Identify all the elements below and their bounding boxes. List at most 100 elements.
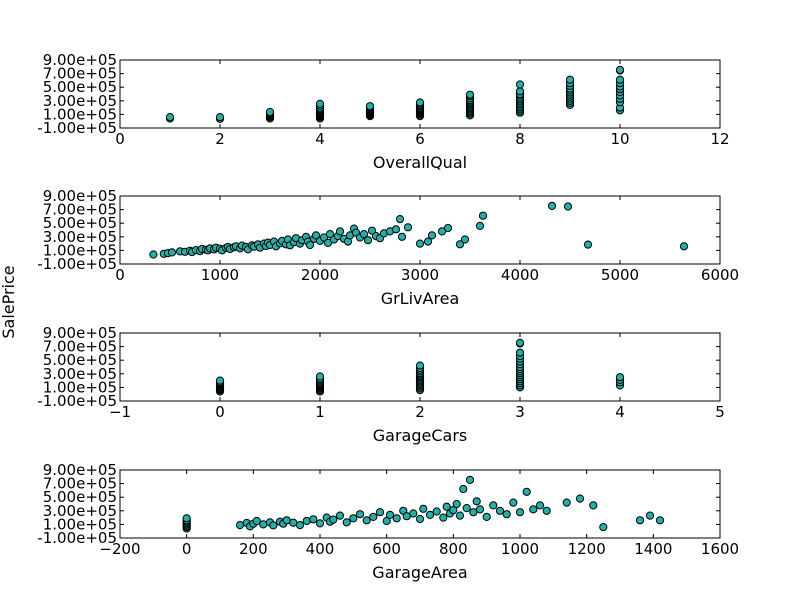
data-point	[449, 506, 458, 515]
data-point	[432, 507, 441, 516]
figure-y-axis-label: SalePrice	[0, 265, 18, 338]
data-point	[469, 508, 478, 517]
data-point	[252, 516, 261, 526]
x-tick-label: 1600	[701, 540, 739, 558]
y-tick-label: 7.00e+05	[43, 475, 117, 493]
data-point	[455, 511, 465, 520]
data-point	[355, 510, 365, 519]
data-point	[365, 102, 375, 111]
data-point	[403, 223, 413, 232]
data-point	[472, 497, 481, 506]
y-tick-label: 3.00e+05	[43, 365, 117, 383]
data-point	[475, 221, 485, 230]
data-point	[335, 227, 345, 236]
y-tick-label: 9.00e+05	[43, 51, 117, 69]
data-point	[509, 498, 518, 507]
data-point	[529, 505, 538, 514]
data-point	[442, 502, 451, 511]
data-point	[542, 506, 551, 515]
y-tick-label: 5.00e+05	[43, 214, 117, 232]
data-point	[323, 238, 333, 247]
x-tick-label: 3000	[401, 266, 439, 284]
y-tick-label: 9.00e+05	[43, 187, 117, 205]
x-tick-label: 6000	[701, 266, 739, 284]
y-tick-label: 5.00e+05	[43, 351, 117, 369]
subplot-3: −1 0 1 2 3 4 5 -1.00e+051.00e+053.00e+055.00e+0…	[37, 324, 724, 445]
data-point	[489, 501, 498, 510]
x-tick-label: 1400	[634, 540, 672, 558]
data-point	[235, 521, 245, 530]
data-point	[465, 475, 475, 484]
data-point	[269, 521, 278, 530]
x-tick-label: 6	[415, 130, 425, 148]
data-point	[382, 516, 391, 526]
data-point	[615, 65, 625, 75]
x-axis-label: GarageCars	[373, 426, 467, 445]
data-point	[427, 231, 437, 240]
y-tick-label: 1.00e+05	[43, 515, 117, 533]
x-tick-label: 800	[439, 540, 468, 558]
data-point	[565, 75, 575, 84]
y-tick-label: 7.00e+05	[43, 65, 117, 83]
data-point	[589, 501, 598, 510]
data-point	[329, 515, 338, 524]
y-tick-label: -1.00e+05	[37, 392, 117, 410]
y-tick-label: -1.00e+05	[37, 119, 117, 137]
data-point	[515, 338, 525, 347]
x-tick-label: 600	[372, 540, 401, 558]
x-tick-label: −200	[99, 540, 140, 558]
data-point	[315, 99, 325, 109]
data-point	[149, 250, 158, 259]
y-tick-label: 3.00e+05	[43, 228, 117, 246]
x-tick-label: 400	[306, 540, 335, 558]
data-point	[462, 504, 471, 513]
data-point	[583, 240, 593, 249]
data-point	[391, 225, 401, 234]
x-tick-label: 12	[710, 130, 729, 148]
x-tick-label: 0	[182, 540, 192, 558]
data-point	[167, 248, 177, 257]
x-tick-label: 2000	[301, 266, 339, 284]
data-point	[259, 520, 268, 529]
data-point	[645, 511, 655, 520]
y-tick-label: 5.00e+05	[43, 488, 117, 506]
data-point	[465, 90, 475, 99]
data-point	[515, 508, 525, 517]
y-tick-label: 5.00e+05	[43, 78, 117, 96]
data-point	[495, 506, 505, 515]
data-point	[182, 514, 191, 523]
subplot-2: 0 1000 2000 3000 4000 5000 6000 -1.00e+051.00e+…	[37, 187, 739, 308]
x-tick-label: −1	[109, 403, 131, 421]
x-tick-label: 2	[415, 403, 425, 421]
data-point	[289, 518, 298, 527]
data-point	[409, 509, 418, 518]
data-point	[415, 239, 425, 248]
y-tick-label: 1.00e+05	[43, 241, 117, 259]
data-point	[309, 515, 318, 524]
data-point	[599, 523, 608, 532]
data-point	[302, 516, 311, 526]
data-point	[335, 511, 345, 520]
y-tick-label: 9.00e+05	[43, 324, 117, 342]
x-tick-label: 5000	[601, 266, 639, 284]
x-axis-label: GrLivArea	[381, 289, 460, 308]
data-point	[415, 361, 425, 370]
data-point	[615, 373, 625, 382]
data-point	[562, 498, 571, 507]
data-point	[311, 231, 321, 240]
data-point	[615, 75, 625, 84]
data-point	[342, 518, 351, 527]
data-point	[482, 512, 491, 522]
data-point	[443, 223, 453, 233]
x-tick-label: 3	[515, 403, 525, 421]
y-tick-label: 3.00e+05	[43, 502, 117, 520]
x-tick-label: 4000	[501, 266, 539, 284]
data-point	[397, 232, 407, 241]
data-point	[439, 513, 448, 522]
y-tick-label: 7.00e+05	[43, 338, 117, 356]
data-point	[515, 348, 525, 357]
x-tick-label: 8	[515, 130, 525, 148]
x-tick-label: 1200	[568, 540, 606, 558]
scatter-points	[182, 475, 665, 533]
